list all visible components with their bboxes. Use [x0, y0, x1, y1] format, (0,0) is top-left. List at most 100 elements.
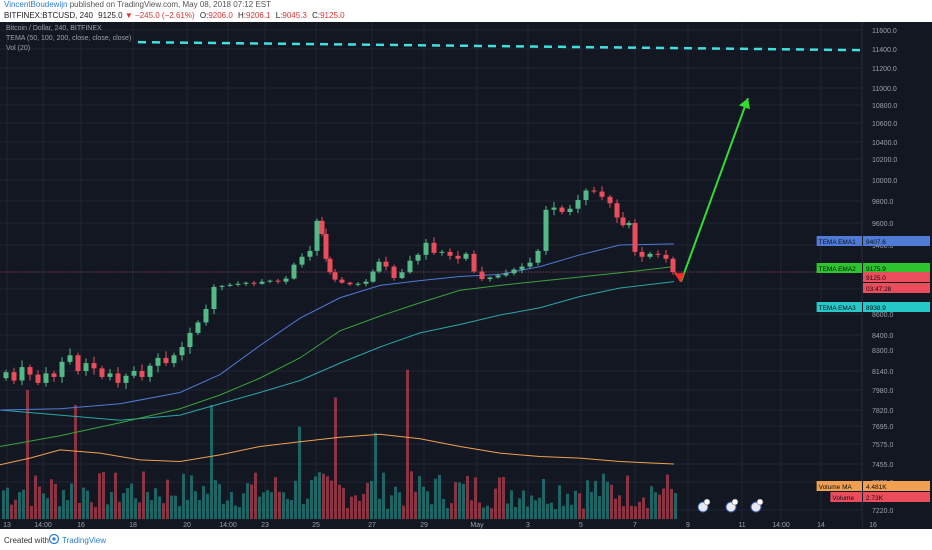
y-tick-label: 11400.0 — [872, 47, 897, 54]
price-label-name-tag — [816, 263, 862, 273]
volume-bar — [38, 486, 41, 521]
volume-bar — [562, 505, 565, 521]
volume-bar — [374, 432, 377, 521]
candle-body — [107, 373, 113, 377]
candle-body — [511, 269, 517, 274]
price-label-name: Volume MA — [819, 484, 853, 491]
volume-bar — [670, 488, 673, 521]
y-tick-label: 10600.0 — [872, 121, 897, 128]
y-tick-label: 11200.0 — [872, 66, 897, 73]
volume-bar — [358, 500, 361, 521]
volume-bar — [122, 493, 125, 521]
volume-bar — [598, 496, 601, 521]
y-tick-label: 10400.0 — [872, 140, 897, 147]
volume-bar — [402, 505, 405, 521]
candle-body — [599, 191, 605, 197]
chart-canvas[interactable]: 11600.0 11400.0 11200.0 11000.0 10800.0 10600… — [0, 22, 932, 529]
y-tick-label: 8600.0 — [872, 312, 894, 319]
volume-bar — [66, 500, 69, 521]
volume-bar — [174, 495, 177, 521]
candle-body — [591, 190, 597, 192]
x-tick-label: 5 — [579, 522, 583, 529]
volume-bar — [126, 488, 129, 521]
close-value: 9125.0 — [320, 11, 345, 20]
tradingview-brand[interactable]: TradingView — [62, 536, 107, 545]
event-count-icon — [703, 498, 711, 506]
candle-body — [567, 208, 573, 212]
volume-bar — [634, 506, 637, 521]
candle-body — [139, 371, 145, 377]
author-link[interactable]: VincentBoudewijn — [4, 0, 68, 9]
candle-body — [479, 271, 485, 280]
volume-bar — [498, 477, 501, 521]
candle-body — [487, 277, 493, 280]
legend-volume: Vol (20) — [6, 45, 31, 52]
volume-bar — [62, 490, 65, 521]
volume-bar — [462, 483, 465, 521]
volume-bar — [606, 481, 609, 521]
volume-bar — [318, 472, 321, 521]
y-tick-label: 7220.0 — [872, 508, 894, 515]
volume-bar — [54, 484, 57, 521]
price-label-value-tag — [863, 492, 930, 502]
volume-bar — [622, 506, 625, 521]
volume-bar — [186, 499, 189, 521]
volume-bar — [118, 501, 121, 521]
candle-body — [83, 363, 89, 371]
candle-body — [535, 250, 541, 263]
candle-body — [519, 266, 525, 270]
tradingview-logo-icon — [48, 534, 60, 544]
volume-bar — [46, 498, 49, 521]
volume-bar — [510, 490, 513, 521]
candle-body — [299, 256, 305, 265]
volume-bar — [74, 405, 77, 521]
volume-bar — [654, 492, 657, 521]
volume-bar — [98, 473, 101, 521]
candle-body — [171, 355, 177, 364]
volume-bar — [362, 494, 365, 521]
volume-bar — [134, 498, 137, 521]
volume-bar — [494, 488, 497, 521]
volume-bar — [566, 493, 569, 521]
volume-bar — [578, 493, 581, 521]
volume-bar — [590, 491, 593, 521]
volume-bar — [390, 495, 393, 521]
price-label-name: TEMA EMA2 — [819, 266, 857, 273]
candle-body — [559, 207, 565, 212]
candle-body — [495, 275, 501, 278]
price-label-name-tag — [816, 302, 862, 312]
candle-body — [291, 264, 297, 279]
candle-body — [319, 220, 325, 234]
x-tick-label: 14 — [817, 522, 825, 529]
volume-bar — [30, 506, 33, 521]
volume-bar — [178, 505, 181, 521]
candle-body — [131, 371, 137, 376]
volume-bar — [86, 490, 89, 521]
volume-bar — [378, 498, 381, 521]
candle-body — [614, 203, 620, 218]
volume-bar — [110, 492, 113, 521]
volume-bar — [554, 508, 557, 521]
price-label-value: 9407.6 — [866, 239, 886, 246]
price-label-name-tag — [816, 481, 862, 491]
candle-body — [370, 271, 376, 282]
y-tick-label: 8400.0 — [872, 333, 894, 340]
volume-bar — [638, 501, 641, 521]
dashed-resistance-line — [137, 40, 863, 52]
open-value: 9206.0 — [208, 11, 233, 20]
y-tick-label: 7695.0 — [872, 424, 894, 431]
volume-bar — [346, 508, 349, 521]
volume-bar — [538, 497, 541, 521]
ema2-line — [0, 266, 675, 447]
candle-body — [67, 355, 73, 362]
price-chart[interactable]: 11600.0 11400.0 11200.0 11000.0 10800.0 10600… — [0, 22, 932, 529]
publish-info: published on TradingView.com, May 08, 20… — [69, 0, 271, 9]
volume-bar — [238, 507, 241, 521]
candle-body — [75, 355, 81, 371]
volume-bar — [14, 499, 17, 521]
volume-bar — [90, 502, 93, 521]
volume-bar — [418, 475, 421, 521]
price-label-value-tag — [863, 302, 930, 312]
time-axis — [0, 519, 862, 529]
candle-body — [463, 253, 469, 259]
